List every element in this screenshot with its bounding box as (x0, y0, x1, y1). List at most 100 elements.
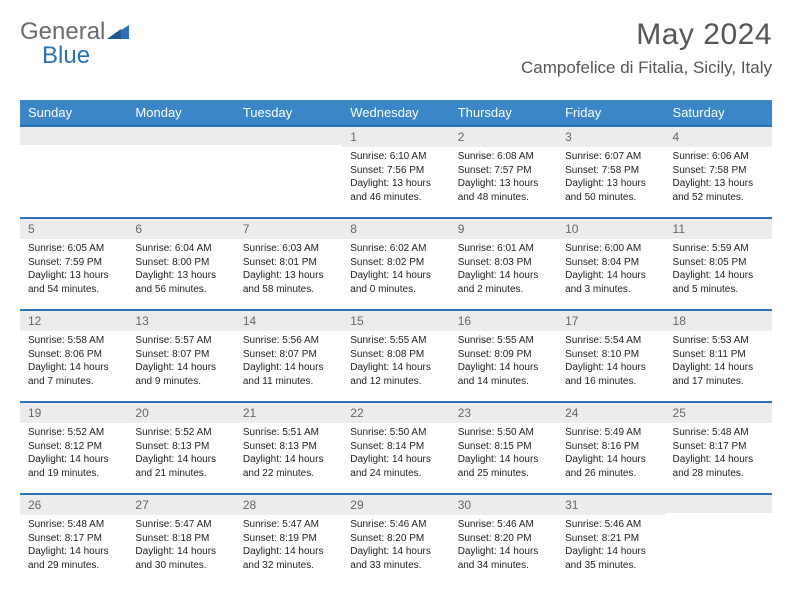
dow-header-row: Sunday Monday Tuesday Wednesday Thursday… (20, 100, 772, 126)
day-details: Sunrise: 5:47 AMSunset: 8:19 PMDaylight:… (235, 515, 342, 578)
day-cell: 21Sunrise: 5:51 AMSunset: 8:13 PMDayligh… (235, 402, 342, 494)
day-details: Sunrise: 5:55 AMSunset: 8:09 PMDaylight:… (450, 331, 557, 394)
day-number: 31 (557, 495, 664, 515)
day-cell: 30Sunrise: 5:46 AMSunset: 8:20 PMDayligh… (450, 494, 557, 586)
day-details: Sunrise: 6:07 AMSunset: 7:58 PMDaylight:… (557, 147, 664, 210)
day-cell: 7Sunrise: 6:03 AMSunset: 8:01 PMDaylight… (235, 218, 342, 310)
day-number: 11 (665, 219, 772, 239)
day-number: 6 (127, 219, 234, 239)
day-number: 8 (342, 219, 449, 239)
day-cell: 3Sunrise: 6:07 AMSunset: 7:58 PMDaylight… (557, 126, 664, 218)
day-number: 17 (557, 311, 664, 331)
day-cell: 25Sunrise: 5:48 AMSunset: 8:17 PMDayligh… (665, 402, 772, 494)
brand-part2: Blue (42, 42, 90, 69)
day-details: Sunrise: 5:58 AMSunset: 8:06 PMDaylight:… (20, 331, 127, 394)
day-details: Sunrise: 6:00 AMSunset: 8:04 PMDaylight:… (557, 239, 664, 302)
day-cell: 16Sunrise: 5:55 AMSunset: 8:09 PMDayligh… (450, 310, 557, 402)
day-details: Sunrise: 5:50 AMSunset: 8:14 PMDaylight:… (342, 423, 449, 486)
day-number: 7 (235, 219, 342, 239)
day-number: 13 (127, 311, 234, 331)
day-cell: 19Sunrise: 5:52 AMSunset: 8:12 PMDayligh… (20, 402, 127, 494)
day-details: Sunrise: 5:48 AMSunset: 8:17 PMDaylight:… (665, 423, 772, 486)
week-row: 5Sunrise: 6:05 AMSunset: 7:59 PMDaylight… (20, 218, 772, 310)
day-details: Sunrise: 6:04 AMSunset: 8:00 PMDaylight:… (127, 239, 234, 302)
week-row: 26Sunrise: 5:48 AMSunset: 8:17 PMDayligh… (20, 494, 772, 586)
day-number: 25 (665, 403, 772, 423)
day-cell: 10Sunrise: 6:00 AMSunset: 8:04 PMDayligh… (557, 218, 664, 310)
day-cell (127, 126, 234, 218)
dow-friday: Friday (557, 100, 664, 126)
day-cell: 29Sunrise: 5:46 AMSunset: 8:20 PMDayligh… (342, 494, 449, 586)
day-details: Sunrise: 6:01 AMSunset: 8:03 PMDaylight:… (450, 239, 557, 302)
dow-saturday: Saturday (665, 100, 772, 126)
day-details: Sunrise: 5:46 AMSunset: 8:20 PMDaylight:… (342, 515, 449, 578)
day-cell: 8Sunrise: 6:02 AMSunset: 8:02 PMDaylight… (342, 218, 449, 310)
day-details: Sunrise: 5:46 AMSunset: 8:20 PMDaylight:… (450, 515, 557, 578)
brand-part2-wrap: Blue (42, 42, 90, 70)
day-number: 15 (342, 311, 449, 331)
day-cell: 9Sunrise: 6:01 AMSunset: 8:03 PMDaylight… (450, 218, 557, 310)
day-cell: 6Sunrise: 6:04 AMSunset: 8:00 PMDaylight… (127, 218, 234, 310)
day-cell (235, 126, 342, 218)
empty-day (235, 127, 342, 145)
day-cell: 14Sunrise: 5:56 AMSunset: 8:07 PMDayligh… (235, 310, 342, 402)
week-row: 12Sunrise: 5:58 AMSunset: 8:06 PMDayligh… (20, 310, 772, 402)
calendar-table: Sunday Monday Tuesday Wednesday Thursday… (20, 100, 772, 586)
day-number: 20 (127, 403, 234, 423)
empty-day (20, 127, 127, 145)
day-number: 18 (665, 311, 772, 331)
day-details: Sunrise: 5:46 AMSunset: 8:21 PMDaylight:… (557, 515, 664, 578)
day-number: 21 (235, 403, 342, 423)
dow-tuesday: Tuesday (235, 100, 342, 126)
day-cell: 17Sunrise: 5:54 AMSunset: 8:10 PMDayligh… (557, 310, 664, 402)
day-number: 3 (557, 127, 664, 147)
day-cell: 20Sunrise: 5:52 AMSunset: 8:13 PMDayligh… (127, 402, 234, 494)
day-number: 10 (557, 219, 664, 239)
day-details: Sunrise: 5:56 AMSunset: 8:07 PMDaylight:… (235, 331, 342, 394)
day-details: Sunrise: 5:59 AMSunset: 8:05 PMDaylight:… (665, 239, 772, 302)
brand-triangle-icon (107, 18, 129, 46)
day-number: 12 (20, 311, 127, 331)
day-details: Sunrise: 6:05 AMSunset: 7:59 PMDaylight:… (20, 239, 127, 302)
day-details: Sunrise: 6:10 AMSunset: 7:56 PMDaylight:… (342, 147, 449, 210)
day-cell (665, 494, 772, 586)
day-cell: 24Sunrise: 5:49 AMSunset: 8:16 PMDayligh… (557, 402, 664, 494)
dow-monday: Monday (127, 100, 234, 126)
month-title: May 2024 (521, 18, 772, 52)
dow-thursday: Thursday (450, 100, 557, 126)
day-details: Sunrise: 5:47 AMSunset: 8:18 PMDaylight:… (127, 515, 234, 578)
day-number: 4 (665, 127, 772, 147)
day-details: Sunrise: 5:51 AMSunset: 8:13 PMDaylight:… (235, 423, 342, 486)
day-number: 24 (557, 403, 664, 423)
dow-wednesday: Wednesday (342, 100, 449, 126)
day-cell: 26Sunrise: 5:48 AMSunset: 8:17 PMDayligh… (20, 494, 127, 586)
day-cell: 28Sunrise: 5:47 AMSunset: 8:19 PMDayligh… (235, 494, 342, 586)
day-details: Sunrise: 6:06 AMSunset: 7:58 PMDaylight:… (665, 147, 772, 210)
day-number: 1 (342, 127, 449, 147)
week-row: 19Sunrise: 5:52 AMSunset: 8:12 PMDayligh… (20, 402, 772, 494)
day-number: 29 (342, 495, 449, 515)
day-cell: 2Sunrise: 6:08 AMSunset: 7:57 PMDaylight… (450, 126, 557, 218)
day-cell: 12Sunrise: 5:58 AMSunset: 8:06 PMDayligh… (20, 310, 127, 402)
day-details: Sunrise: 5:52 AMSunset: 8:13 PMDaylight:… (127, 423, 234, 486)
day-cell: 18Sunrise: 5:53 AMSunset: 8:11 PMDayligh… (665, 310, 772, 402)
day-cell (20, 126, 127, 218)
empty-day (127, 127, 234, 145)
day-details: Sunrise: 6:02 AMSunset: 8:02 PMDaylight:… (342, 239, 449, 302)
day-number: 30 (450, 495, 557, 515)
week-row: 1Sunrise: 6:10 AMSunset: 7:56 PMDaylight… (20, 126, 772, 218)
day-cell: 5Sunrise: 6:05 AMSunset: 7:59 PMDaylight… (20, 218, 127, 310)
title-block: May 2024 Campofelice di Fitalia, Sicily,… (521, 18, 772, 78)
day-details: Sunrise: 5:54 AMSunset: 8:10 PMDaylight:… (557, 331, 664, 394)
day-details: Sunrise: 6:03 AMSunset: 8:01 PMDaylight:… (235, 239, 342, 302)
day-cell: 1Sunrise: 6:10 AMSunset: 7:56 PMDaylight… (342, 126, 449, 218)
day-cell: 13Sunrise: 5:57 AMSunset: 8:07 PMDayligh… (127, 310, 234, 402)
day-cell: 23Sunrise: 5:50 AMSunset: 8:15 PMDayligh… (450, 402, 557, 494)
empty-day (665, 495, 772, 513)
day-number: 2 (450, 127, 557, 147)
day-details: Sunrise: 5:49 AMSunset: 8:16 PMDaylight:… (557, 423, 664, 486)
day-number: 27 (127, 495, 234, 515)
day-cell: 4Sunrise: 6:06 AMSunset: 7:58 PMDaylight… (665, 126, 772, 218)
day-number: 23 (450, 403, 557, 423)
dow-sunday: Sunday (20, 100, 127, 126)
